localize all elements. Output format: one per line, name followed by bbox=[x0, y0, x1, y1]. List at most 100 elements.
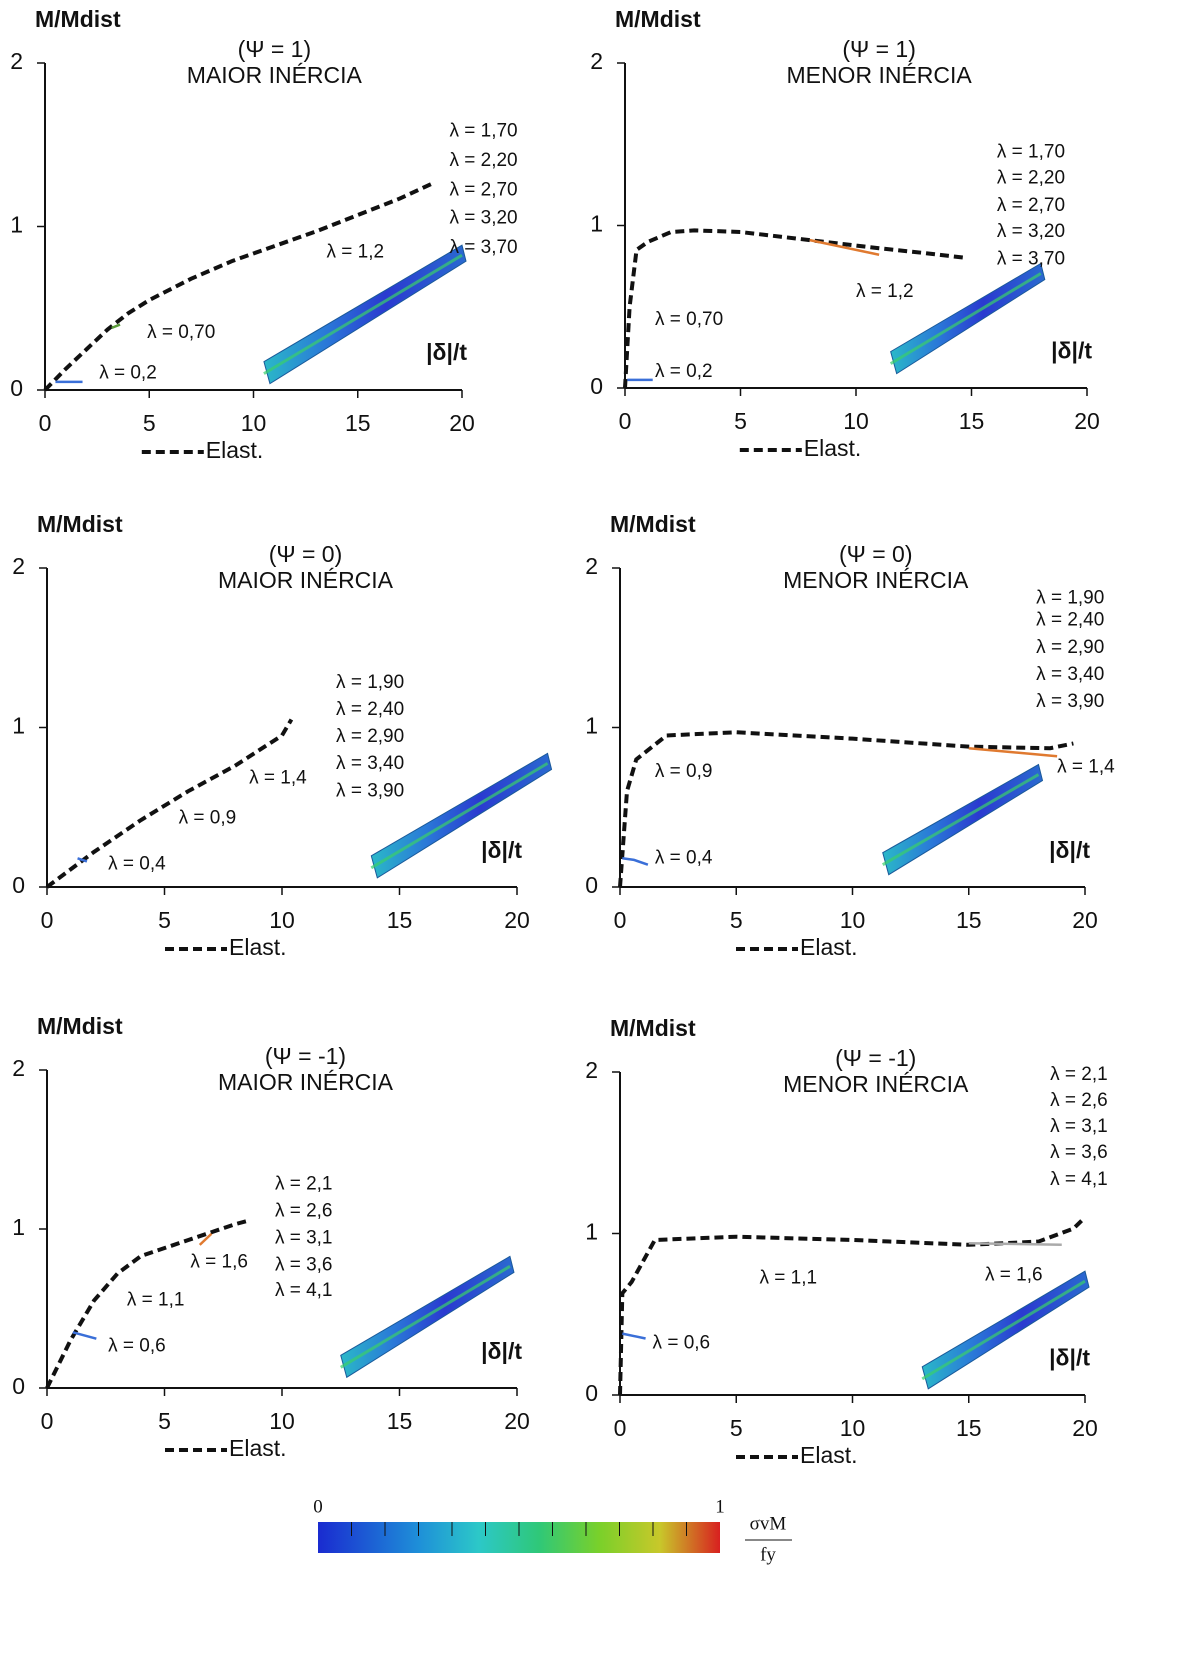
annotation: λ = 1,6 bbox=[985, 1265, 1043, 1286]
y-tick-label: 1 bbox=[590, 211, 603, 237]
annotation: λ = 3,6 bbox=[275, 1255, 333, 1276]
annotation: λ = 0,70 bbox=[147, 322, 215, 343]
x-tick-label: 10 bbox=[840, 1415, 866, 1441]
legend-label: Elast. bbox=[800, 1442, 858, 1468]
annotation: λ = 1,1 bbox=[760, 1268, 818, 1289]
chart-title: (Ψ = 1) bbox=[238, 36, 312, 62]
annotation: λ = 2,90 bbox=[1036, 637, 1104, 658]
chart-title: MENOR INÉRCIA bbox=[783, 1071, 969, 1097]
legend-label: Elast. bbox=[229, 1435, 287, 1461]
chart-title: (Ψ = 0) bbox=[839, 541, 913, 567]
annotation: λ = 3,90 bbox=[1036, 691, 1104, 712]
y-tick-label: 0 bbox=[12, 1373, 25, 1399]
annotation: λ = 3,6 bbox=[1050, 1142, 1108, 1163]
annotation: λ = 2,20 bbox=[449, 150, 517, 171]
annotation: λ = 1,4 bbox=[1057, 756, 1115, 777]
x-tick-label: 10 bbox=[269, 907, 295, 933]
x-tick-label: 10 bbox=[840, 907, 866, 933]
y-tick-label: 1 bbox=[585, 1219, 598, 1245]
figure: 05101520012M/Mdist|δ|/t(Ψ = 1)MAIOR INÉR… bbox=[0, 0, 1199, 1668]
x-tick-label: 5 bbox=[158, 1408, 171, 1434]
x-tick-label: 0 bbox=[619, 408, 632, 434]
beam-edge bbox=[883, 775, 1039, 865]
x-tick-label: 5 bbox=[730, 1415, 743, 1441]
chart-title: (Ψ = 1) bbox=[842, 36, 916, 62]
annotation: λ = 3,90 bbox=[336, 780, 404, 801]
annotation: λ = 2,40 bbox=[1036, 610, 1104, 631]
annotation: λ = 2,40 bbox=[336, 699, 404, 720]
legend-label: Elast. bbox=[804, 435, 862, 461]
annotation: λ = 1,90 bbox=[336, 672, 404, 693]
y-tick-label: 2 bbox=[590, 48, 603, 74]
y-tick-label: 0 bbox=[585, 1380, 598, 1406]
y-axis-label: M/Mdist bbox=[35, 6, 121, 32]
elastic-line bbox=[45, 182, 435, 390]
x-axis-label: |δ|/t bbox=[1049, 1345, 1090, 1371]
curve bbox=[969, 748, 1057, 756]
x-tick-label: 20 bbox=[1074, 408, 1100, 434]
y-tick-label: 2 bbox=[12, 1055, 25, 1081]
annotation: λ = 0,4 bbox=[108, 854, 166, 875]
x-tick-label: 15 bbox=[387, 1408, 413, 1434]
x-tick-label: 15 bbox=[959, 408, 985, 434]
chart-title: MAIOR INÉRCIA bbox=[218, 567, 394, 593]
annotation: λ = 0,2 bbox=[655, 361, 713, 382]
annotation: λ = 2,6 bbox=[275, 1201, 333, 1222]
chart-title: MENOR INÉRCIA bbox=[786, 62, 972, 88]
annotation: λ = 0,70 bbox=[655, 309, 723, 330]
x-tick-label: 15 bbox=[956, 907, 982, 933]
y-axis-label: M/Mdist bbox=[610, 511, 696, 537]
x-axis-label: |δ|/t bbox=[1049, 837, 1090, 863]
elastic-line bbox=[47, 720, 291, 887]
x-tick-label: 5 bbox=[730, 907, 743, 933]
curve bbox=[622, 1334, 645, 1339]
annotation: λ = 2,70 bbox=[449, 180, 517, 201]
x-tick-label: 5 bbox=[158, 907, 171, 933]
x-tick-label: 20 bbox=[504, 1408, 530, 1434]
x-tick-label: 20 bbox=[1072, 1415, 1098, 1441]
annotation: λ = 1,70 bbox=[449, 121, 517, 142]
annotation: λ = 0,9 bbox=[179, 807, 237, 828]
annotation: λ = 1,90 bbox=[1036, 587, 1104, 608]
annotation: λ = 1,6 bbox=[190, 1251, 248, 1272]
y-tick-label: 2 bbox=[585, 1057, 598, 1083]
chart-title: (Ψ = -1) bbox=[265, 1043, 346, 1069]
annotation: λ = 1,1 bbox=[127, 1290, 185, 1311]
curve bbox=[969, 1243, 1062, 1245]
annotation: λ = 0,6 bbox=[108, 1336, 166, 1357]
x-tick-label: 0 bbox=[39, 410, 52, 436]
annotation: λ = 2,1 bbox=[1050, 1064, 1108, 1085]
chart-title: (Ψ = 0) bbox=[269, 541, 343, 567]
x-tick-label: 10 bbox=[241, 410, 267, 436]
x-tick-label: 0 bbox=[614, 1415, 627, 1441]
annotation: λ = 1,70 bbox=[997, 141, 1065, 162]
x-tick-label: 0 bbox=[41, 1408, 54, 1434]
annotation: λ = 0,9 bbox=[655, 761, 713, 782]
y-tick-label: 0 bbox=[590, 373, 603, 399]
annotation: λ = 1,2 bbox=[326, 242, 384, 263]
colorbar-label: 1 bbox=[715, 1496, 725, 1517]
x-tick-label: 10 bbox=[269, 1408, 295, 1434]
x-axis-label: |δ|/t bbox=[481, 1338, 522, 1364]
curve bbox=[112, 325, 120, 328]
y-tick-label: 0 bbox=[585, 872, 598, 898]
y-tick-label: 1 bbox=[12, 713, 25, 739]
y-tick-label: 1 bbox=[12, 1214, 25, 1240]
annotation: λ = 3,20 bbox=[449, 207, 517, 228]
x-tick-label: 20 bbox=[504, 907, 530, 933]
curve bbox=[73, 1332, 97, 1338]
annotation: λ = 2,6 bbox=[1050, 1090, 1108, 1111]
y-axis-label: M/Mdist bbox=[37, 511, 123, 537]
chart-title: MAIOR INÉRCIA bbox=[218, 1069, 394, 1095]
annotation: λ = 2,1 bbox=[275, 1173, 333, 1194]
x-tick-label: 5 bbox=[734, 408, 747, 434]
x-tick-label: 15 bbox=[387, 907, 413, 933]
y-tick-label: 1 bbox=[10, 212, 23, 238]
x-axis-label: |δ|/t bbox=[481, 837, 522, 863]
annotation: λ = 3,20 bbox=[997, 221, 1065, 242]
chart-title: MENOR INÉRCIA bbox=[783, 567, 969, 593]
legend-label: Elast. bbox=[229, 934, 287, 960]
annotation: λ = 0,6 bbox=[653, 1332, 711, 1353]
y-axis-label: M/Mdist bbox=[615, 6, 701, 32]
annotation: λ = 4,1 bbox=[1050, 1169, 1108, 1190]
